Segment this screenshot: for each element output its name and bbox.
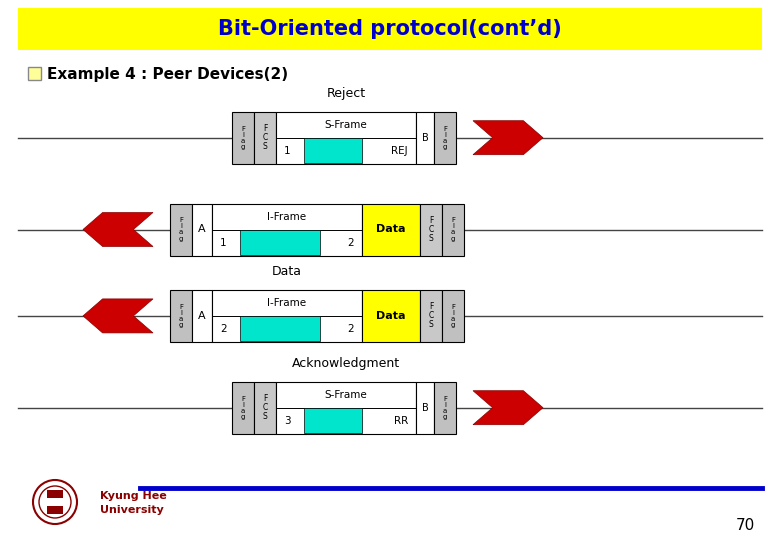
Text: 2: 2 — [347, 238, 354, 247]
Bar — [362, 290, 420, 342]
Text: F
C
S: F C S — [428, 302, 434, 329]
Polygon shape — [473, 391, 543, 424]
Bar — [276, 382, 416, 434]
Bar — [304, 408, 362, 433]
Text: S-Frame: S-Frame — [324, 120, 367, 130]
Text: Reject: Reject — [327, 87, 366, 100]
Bar — [434, 112, 456, 164]
Text: Data: Data — [376, 311, 406, 321]
Text: I-Frame: I-Frame — [268, 298, 307, 308]
Text: Data: Data — [272, 265, 302, 278]
Text: REJ: REJ — [392, 146, 408, 156]
Text: F
C
S: F C S — [262, 394, 268, 421]
Text: B: B — [422, 403, 428, 413]
Polygon shape — [473, 121, 543, 154]
Text: 70: 70 — [736, 518, 755, 534]
Bar — [240, 230, 320, 254]
Text: F
l
a
g: F l a g — [241, 126, 245, 150]
Bar — [170, 204, 192, 255]
Bar — [416, 112, 434, 164]
Text: 2: 2 — [220, 324, 227, 334]
Bar — [416, 382, 434, 434]
Bar — [212, 290, 362, 342]
Bar — [47, 490, 63, 498]
Bar — [254, 112, 276, 164]
Text: Bit-Oriented protocol(cont’d): Bit-Oriented protocol(cont’d) — [218, 19, 562, 39]
Bar — [47, 506, 63, 514]
Text: 2: 2 — [347, 324, 354, 334]
Text: F
l
a
g: F l a g — [443, 126, 447, 150]
Bar — [232, 382, 254, 434]
Bar — [18, 8, 762, 50]
Bar — [420, 204, 442, 255]
Text: B: B — [422, 133, 428, 143]
Bar — [434, 382, 456, 434]
Text: F
l
a
g: F l a g — [179, 218, 183, 241]
Text: 1: 1 — [220, 238, 227, 247]
Bar — [276, 112, 416, 164]
Text: 3: 3 — [284, 416, 291, 426]
Text: F
l
a
g: F l a g — [451, 218, 456, 241]
Bar — [28, 67, 41, 80]
Text: A: A — [198, 225, 206, 234]
Bar — [170, 290, 192, 342]
Bar — [254, 382, 276, 434]
Text: Kyung Hee: Kyung Hee — [100, 491, 167, 501]
Text: F
l
a
g: F l a g — [443, 396, 447, 420]
Bar — [212, 204, 362, 255]
Text: F
C
S: F C S — [262, 124, 268, 151]
Text: F
C
S: F C S — [428, 216, 434, 243]
Bar — [442, 290, 464, 342]
Bar — [192, 290, 212, 342]
Text: I-Frame: I-Frame — [268, 212, 307, 221]
Text: 1: 1 — [284, 146, 291, 156]
Bar — [192, 204, 212, 255]
Text: Acknowledgment: Acknowledgment — [292, 357, 400, 370]
Polygon shape — [83, 299, 153, 333]
Bar — [304, 138, 362, 163]
Bar — [420, 290, 442, 342]
Bar — [240, 316, 320, 341]
Text: University: University — [100, 505, 164, 515]
Bar — [232, 112, 254, 164]
Text: RR: RR — [394, 416, 408, 426]
Bar — [362, 204, 420, 255]
Text: F
l
a
g: F l a g — [179, 304, 183, 328]
Polygon shape — [83, 213, 153, 246]
Text: Example 4 : Peer Devices(2): Example 4 : Peer Devices(2) — [47, 66, 288, 82]
Text: Data: Data — [376, 225, 406, 234]
Text: A: A — [198, 311, 206, 321]
Text: F
l
a
g: F l a g — [241, 396, 245, 420]
Text: S-Frame: S-Frame — [324, 390, 367, 400]
Text: F
l
a
g: F l a g — [451, 304, 456, 328]
Bar — [442, 204, 464, 255]
